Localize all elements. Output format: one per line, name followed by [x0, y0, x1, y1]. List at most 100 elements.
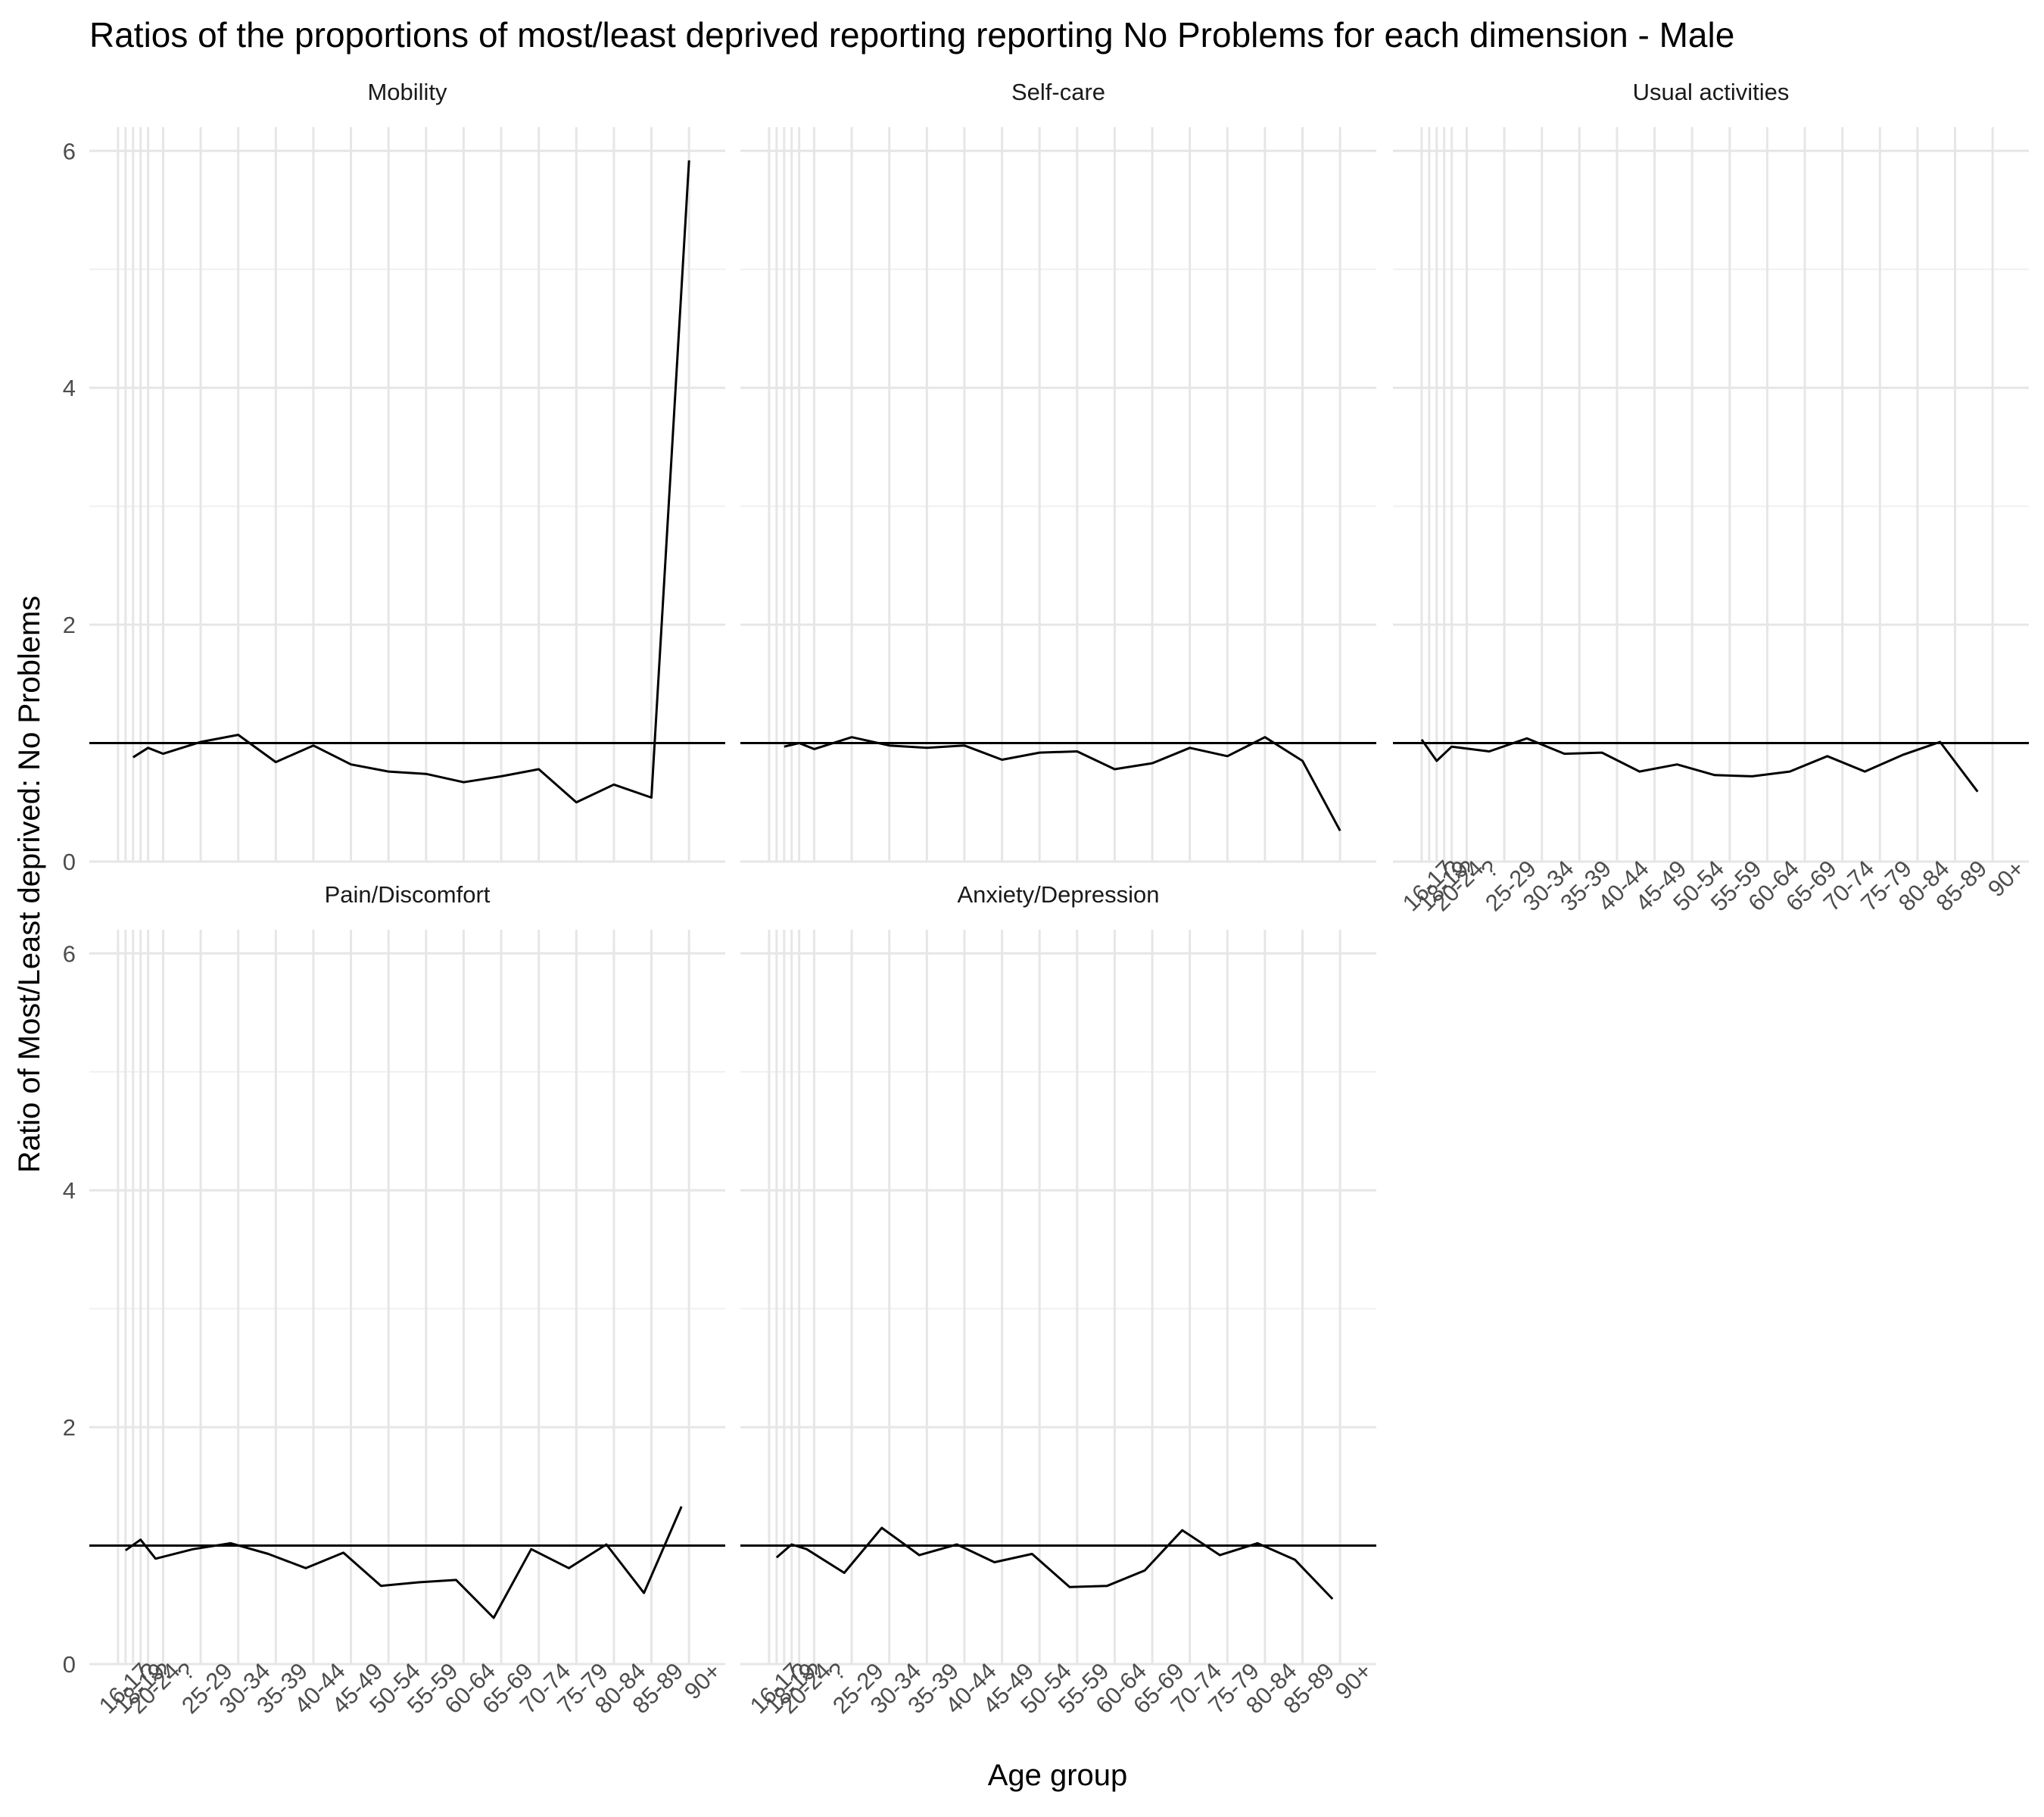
data-point [154, 1557, 157, 1560]
data-point [229, 1541, 232, 1544]
data-point [1001, 758, 1004, 761]
data-point [1218, 1554, 1221, 1557]
y-tick-label: 0 [63, 1651, 76, 1678]
chart-title: Ratios of the proportions of most/least … [89, 15, 1734, 55]
data-point [462, 781, 465, 784]
data-point [1713, 774, 1716, 777]
data-point [530, 1547, 533, 1551]
data-point [1435, 759, 1438, 762]
data-point [1638, 770, 1641, 773]
data-point [612, 783, 615, 786]
panel-strip-label: Self-care [1011, 79, 1105, 105]
data-point [500, 774, 503, 778]
data-point [567, 1566, 570, 1569]
panel-self-care: Self-care [740, 79, 1376, 863]
panel-mobility: Mobility 0 2 4 6 [63, 79, 725, 875]
data-point [1751, 774, 1754, 778]
data-point [775, 1556, 778, 1559]
data-point [124, 1549, 127, 1552]
data-point [1294, 1558, 1297, 1561]
data-point [1826, 755, 1829, 758]
panel-usual-activities: Usual activities16-17?18-19?20-24?25-293… [1393, 79, 2030, 916]
data-point [812, 747, 815, 750]
data-point [1181, 1529, 1184, 1532]
data-point [963, 744, 966, 747]
panel-pain-discomfort: Pain/Discomfort024616-17?18-19?20-24?25-… [63, 881, 726, 1719]
data-point [161, 753, 164, 756]
data-point [1525, 737, 1528, 740]
data-point [1901, 753, 1904, 756]
data-point [955, 1543, 958, 1546]
data-point [1450, 745, 1454, 748]
panel-strip-label: Usual activities [1633, 79, 1790, 105]
data-point [925, 746, 928, 750]
data-point [1113, 768, 1116, 771]
data-point [687, 159, 690, 162]
data-point [274, 761, 277, 764]
data-point [680, 1505, 683, 1508]
panel-strip-label: Pain/Discomfort [325, 881, 491, 908]
panel-strip-label: Mobility [367, 79, 447, 105]
y-tick-label: 4 [63, 1177, 76, 1204]
data-point [993, 1560, 996, 1563]
data-point [132, 756, 135, 759]
series-line [1420, 737, 1979, 793]
data-point [492, 1616, 495, 1619]
data-point [266, 1553, 270, 1556]
data-point [1338, 829, 1341, 832]
panel-strip-label: Anxiety/Depression [957, 881, 1159, 908]
data-point [342, 1551, 345, 1554]
data-point [1030, 1553, 1033, 1556]
data-point [1301, 759, 1304, 762]
y-tick-label: 6 [63, 138, 76, 164]
data-point [1038, 751, 1041, 754]
data-point [575, 801, 578, 804]
data-point [304, 1566, 307, 1569]
panel-anxiety-depression: Anxiety/Depression16-17?18-19?20-24?25-2… [740, 881, 1377, 1719]
data-point [350, 763, 353, 766]
y-tick-label: 6 [63, 940, 76, 967]
data-point [1331, 1597, 1334, 1600]
data-point [417, 1581, 420, 1584]
data-point [192, 1547, 195, 1551]
data-point [643, 1591, 646, 1594]
y-axis-title: Ratio of Most/Least deprived: No Problem… [13, 596, 46, 1173]
data-point [1675, 763, 1678, 766]
data-point [537, 768, 541, 771]
data-point [1939, 740, 1942, 743]
series-line [132, 160, 690, 804]
data-point [790, 1543, 793, 1546]
data-point [1226, 755, 1229, 758]
data-point [805, 1547, 809, 1551]
y-tick-label: 2 [63, 1414, 76, 1441]
series-line [784, 736, 1341, 832]
panels-layer: Mobility 0 2 4 6 Self-care Usual activities16-… [63, 79, 2030, 1719]
data-point [1420, 738, 1423, 741]
data-point [1600, 751, 1603, 754]
data-point [1068, 1585, 1071, 1588]
data-point [843, 1572, 846, 1575]
data-point [1976, 790, 1979, 793]
data-point [387, 770, 390, 773]
y-tick-label: 2 [63, 612, 76, 638]
data-point [605, 1543, 608, 1546]
data-point [425, 772, 428, 775]
data-point [237, 734, 240, 737]
data-point [1488, 750, 1491, 753]
data-point [850, 736, 853, 739]
data-point [888, 744, 891, 747]
data-point [1151, 762, 1154, 765]
data-point [918, 1554, 921, 1557]
data-point [455, 1579, 458, 1582]
data-point [650, 796, 653, 799]
data-point [798, 742, 801, 745]
data-point [1263, 736, 1267, 739]
data-point [139, 1538, 142, 1541]
data-point [1256, 1541, 1259, 1544]
data-point [783, 745, 786, 748]
data-point [1563, 753, 1566, 756]
data-point [312, 744, 315, 747]
data-point [880, 1526, 883, 1529]
data-point [1106, 1585, 1109, 1588]
